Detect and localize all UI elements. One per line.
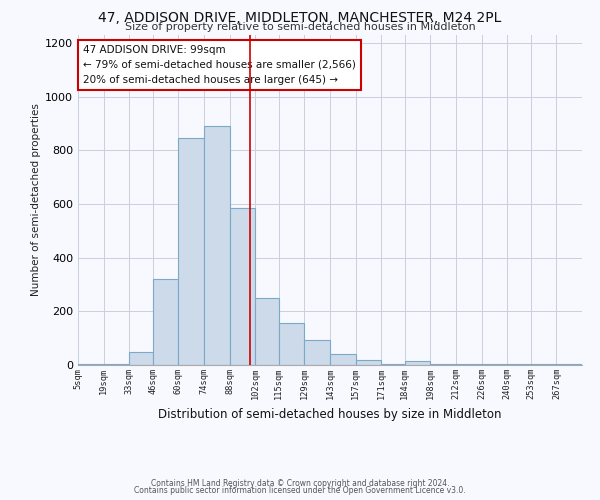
- Bar: [279, 324, 304, 365]
- Bar: [153, 279, 178, 365]
- Bar: [356, 360, 381, 365]
- Text: Contains HM Land Registry data © Crown copyright and database right 2024.: Contains HM Land Registry data © Crown c…: [151, 478, 449, 488]
- Bar: [178, 138, 204, 365]
- Bar: [405, 361, 430, 365]
- Text: Contains public sector information licensed under the Open Government Licence v3: Contains public sector information licen…: [134, 486, 466, 495]
- Bar: [304, 340, 330, 365]
- Bar: [456, 364, 482, 365]
- Bar: [381, 364, 405, 365]
- X-axis label: Distribution of semi-detached houses by size in Middleton: Distribution of semi-detached houses by …: [158, 408, 502, 420]
- Bar: [204, 126, 230, 365]
- Bar: [129, 352, 153, 365]
- Bar: [78, 364, 104, 365]
- Bar: [482, 364, 507, 365]
- Bar: [255, 298, 279, 365]
- Y-axis label: Number of semi-detached properties: Number of semi-detached properties: [31, 104, 41, 296]
- Bar: [531, 364, 556, 365]
- Text: Size of property relative to semi-detached houses in Middleton: Size of property relative to semi-detach…: [125, 22, 475, 32]
- Bar: [430, 364, 456, 365]
- Bar: [230, 208, 255, 365]
- Bar: [104, 364, 129, 365]
- Bar: [330, 354, 356, 365]
- Text: 47 ADDISON DRIVE: 99sqm
← 79% of semi-detached houses are smaller (2,566)
20% of: 47 ADDISON DRIVE: 99sqm ← 79% of semi-de…: [83, 45, 356, 84]
- Text: 47, ADDISON DRIVE, MIDDLETON, MANCHESTER, M24 2PL: 47, ADDISON DRIVE, MIDDLETON, MANCHESTER…: [98, 11, 502, 25]
- Bar: [507, 364, 531, 365]
- Bar: [556, 364, 582, 365]
